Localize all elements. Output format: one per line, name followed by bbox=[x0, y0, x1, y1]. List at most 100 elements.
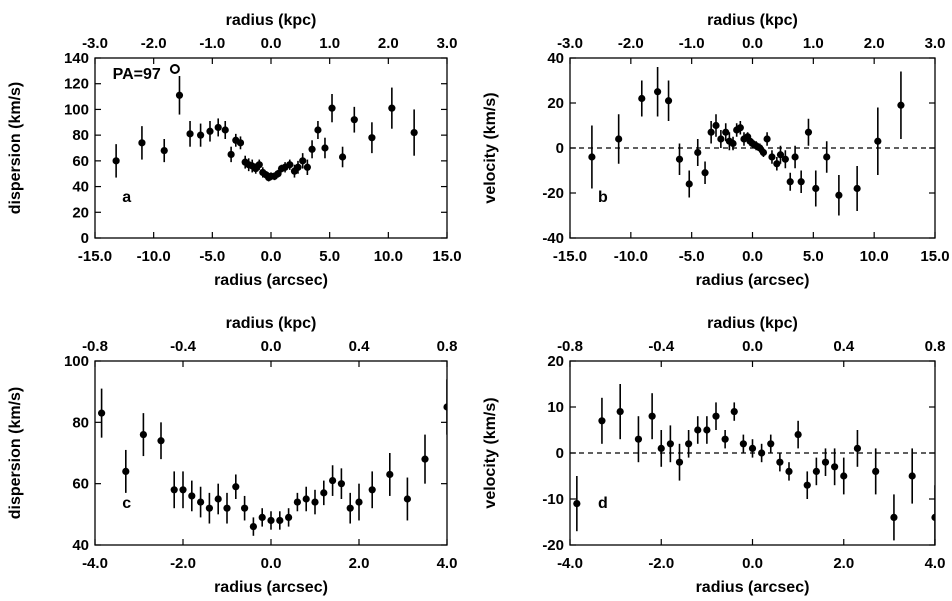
panel-letter: a bbox=[122, 189, 131, 206]
data-point bbox=[767, 440, 775, 448]
top-tick-label: -0.8 bbox=[82, 338, 108, 355]
data-point bbox=[717, 135, 725, 143]
y-tick-label: 100 bbox=[64, 353, 89, 370]
data-point bbox=[776, 458, 784, 466]
data-point bbox=[311, 498, 319, 506]
y-tick-label: 80 bbox=[72, 127, 89, 144]
data-point bbox=[112, 157, 120, 165]
data-point bbox=[386, 470, 394, 479]
top-tick-label: 0.4 bbox=[833, 338, 855, 355]
data-point bbox=[768, 153, 776, 161]
y-tick-label: 40 bbox=[547, 50, 564, 67]
x-axis-title: radius (arcsec) bbox=[696, 579, 810, 596]
data-point bbox=[403, 495, 411, 503]
data-point bbox=[214, 123, 222, 132]
data-points bbox=[573, 384, 935, 545]
chart-panel-a: -15.0 -10.0 -5.0 0.0 5.0 10.0 15.0 -3.0 -2.0 -1.0… bbox=[7, 12, 462, 289]
data-point bbox=[730, 408, 738, 416]
data-point bbox=[170, 486, 178, 494]
data-point bbox=[241, 504, 249, 512]
data-point bbox=[206, 127, 214, 135]
panel-letter: c bbox=[122, 495, 131, 512]
data-point bbox=[804, 128, 813, 136]
x-tick-label: 0.0 bbox=[261, 555, 282, 572]
x-tick-label: 2.0 bbox=[349, 555, 370, 572]
x-tick-label: 4.0 bbox=[925, 555, 946, 572]
data-point bbox=[685, 440, 693, 448]
y-axis-title: velocity (km/s) bbox=[482, 397, 499, 508]
data-point bbox=[293, 498, 301, 506]
top-axis-title: radius (kpc) bbox=[226, 12, 317, 29]
top-tick-label: -2.0 bbox=[618, 35, 644, 52]
data-point bbox=[897, 101, 905, 109]
data-point bbox=[368, 486, 376, 494]
x-tick-label: -10.0 bbox=[137, 248, 171, 265]
data-point bbox=[694, 426, 702, 434]
data-point bbox=[701, 169, 709, 177]
data-point bbox=[634, 435, 643, 443]
top-tick-label: 3.0 bbox=[437, 35, 458, 52]
data-point bbox=[214, 495, 222, 503]
y-axis-title: velocity (km/s) bbox=[482, 92, 499, 203]
y-tick-label: 20 bbox=[72, 204, 89, 221]
data-point bbox=[308, 145, 316, 153]
top-tick-label: 0.0 bbox=[261, 35, 282, 52]
data-point bbox=[443, 403, 447, 411]
data-point bbox=[139, 431, 147, 439]
y-tick-label: -10 bbox=[542, 491, 564, 508]
x-tick-label: -2.0 bbox=[648, 555, 674, 572]
x-tick-label: 4.0 bbox=[437, 555, 458, 572]
data-point bbox=[197, 131, 205, 139]
data-point bbox=[721, 435, 729, 443]
data-point bbox=[763, 135, 771, 143]
data-point bbox=[294, 163, 302, 171]
data-point bbox=[303, 163, 311, 171]
data-point bbox=[355, 498, 363, 506]
y-tick-label: -40 bbox=[542, 230, 564, 247]
y-tick-label: 0 bbox=[81, 230, 89, 247]
y-tick-label: 60 bbox=[72, 153, 89, 170]
top-tick-label: -3.0 bbox=[82, 35, 108, 52]
data-point bbox=[773, 160, 781, 168]
data-point bbox=[249, 523, 257, 531]
data-point bbox=[346, 504, 354, 512]
data-point bbox=[703, 426, 711, 434]
y-tick-label: 140 bbox=[64, 50, 89, 67]
data-point bbox=[890, 513, 898, 522]
data-point bbox=[675, 458, 684, 466]
y-tick-label: -20 bbox=[542, 537, 564, 554]
x-axis-title: radius (arcsec) bbox=[214, 272, 328, 289]
top-tick-label: 0.8 bbox=[925, 338, 946, 355]
data-point bbox=[785, 467, 793, 475]
data-points bbox=[112, 76, 418, 182]
top-tick-label: 0.0 bbox=[742, 338, 763, 355]
x-tick-label: 2.0 bbox=[833, 555, 854, 572]
data-point bbox=[648, 412, 656, 420]
y-tick-label: 100 bbox=[64, 101, 89, 118]
data-point bbox=[874, 137, 882, 145]
y-tick-label: 20 bbox=[547, 353, 564, 370]
x-tick-label: -5.0 bbox=[679, 248, 705, 265]
x-tick-label: -2.0 bbox=[170, 555, 196, 572]
x-tick-label: 15.0 bbox=[920, 248, 949, 265]
x-tick-label: -15.0 bbox=[553, 248, 587, 265]
chart-panel-b: -15.0 -10.0 -5.0 0.0 5.0 10.0 15.0 -3.0 -2.0 -1.0… bbox=[482, 12, 950, 289]
data-point bbox=[258, 513, 266, 522]
data-point bbox=[321, 144, 329, 152]
panel-letter: b bbox=[598, 189, 608, 206]
data-point bbox=[685, 180, 693, 188]
data-point bbox=[872, 467, 880, 475]
data-point bbox=[299, 157, 307, 165]
data-point bbox=[615, 135, 623, 143]
chart-panel-c: -4.0 -2.0 0.0 2.0 4.0 -0.8 -0.4 0.0 0.4 0.8 40 60 80… bbox=[7, 315, 457, 596]
data-point bbox=[812, 467, 820, 475]
data-point bbox=[712, 412, 720, 420]
x-tick-label: -10.0 bbox=[614, 248, 648, 265]
data-point bbox=[729, 139, 737, 148]
data-point bbox=[98, 409, 106, 417]
data-point bbox=[197, 498, 205, 506]
top-tick-label: 3.0 bbox=[925, 35, 946, 52]
data-point bbox=[794, 431, 802, 439]
data-point bbox=[908, 472, 916, 480]
data-point bbox=[350, 116, 358, 124]
